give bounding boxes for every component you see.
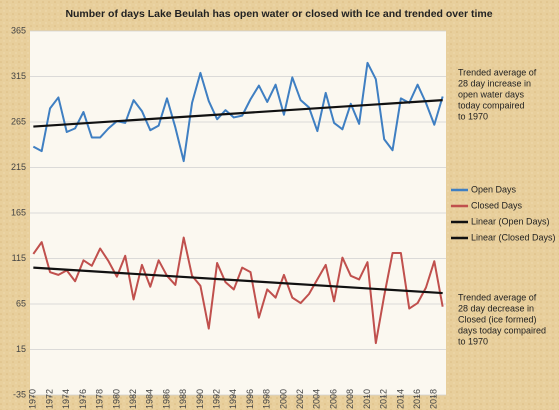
legend-label: Linear (Closed Days) [471, 232, 556, 242]
y-tick-label: 265 [11, 116, 26, 126]
annotation: today compaired [458, 100, 525, 110]
x-tick-label: 1970 [28, 389, 38, 409]
y-tick-label: 365 [11, 25, 26, 35]
annotation: 28 day increase in [458, 78, 531, 88]
y-tick-label: 15 [16, 344, 26, 354]
annotation: Trended average of [458, 67, 537, 77]
y-tick-label: 315 [11, 71, 26, 81]
legend-label: Linear (Open Days) [471, 216, 550, 226]
x-tick-label: 1982 [128, 389, 138, 409]
x-tick-label: 2014 [395, 389, 405, 409]
x-tick-label: 1972 [44, 389, 54, 409]
series-line [33, 266, 443, 295]
x-tick-label: 2010 [362, 389, 372, 409]
x-tick-label: 1996 [245, 389, 255, 409]
annotation: Closed (ice formed) [458, 314, 537, 324]
x-tick-label: 1976 [78, 389, 88, 409]
x-tick-label: 1990 [195, 389, 205, 409]
x-tick-label: 2004 [312, 389, 322, 409]
x-tick-label: 1978 [95, 389, 105, 409]
y-tick-label: 115 [12, 253, 26, 263]
chart-title: Number of days Lake Beulah has open wate… [65, 8, 492, 20]
y-tick-label: -35 [13, 389, 26, 399]
x-tick-label: 1992 [211, 389, 221, 409]
y-tick-label: 215 [11, 162, 26, 172]
annotation: days today compaired [458, 325, 546, 335]
legend-label: Closed Days [471, 200, 523, 210]
x-tick-label: 2018 [429, 389, 439, 409]
annotation: 28 day decrease in [458, 303, 534, 313]
annotation: to 1970 [458, 111, 488, 121]
x-tick-label: 2006 [328, 389, 338, 409]
x-tick-label: 2002 [295, 389, 305, 409]
series-line [32, 236, 444, 345]
annotation: Trended average of [458, 292, 537, 302]
y-tick-label: 165 [11, 207, 26, 217]
x-tick-label: 1998 [262, 389, 272, 409]
x-tick-label: 1984 [145, 389, 155, 409]
series-line [33, 99, 443, 128]
annotation: open water days [458, 89, 525, 99]
series-line [32, 61, 444, 163]
legend-label: Open Days [471, 184, 517, 194]
y-tick-label: 65 [16, 298, 26, 308]
annotation: to 1970 [458, 336, 488, 346]
x-tick-label: 1974 [61, 389, 71, 409]
x-tick-label: 1986 [161, 389, 171, 409]
x-tick-label: 2016 [412, 389, 422, 409]
x-tick-label: 1980 [111, 389, 121, 409]
x-tick-label: 1988 [178, 389, 188, 409]
x-tick-label: 1994 [228, 389, 238, 409]
x-tick-label: 2008 [345, 389, 355, 409]
x-tick-label: 2000 [278, 389, 288, 409]
x-tick-label: 2012 [379, 389, 389, 409]
